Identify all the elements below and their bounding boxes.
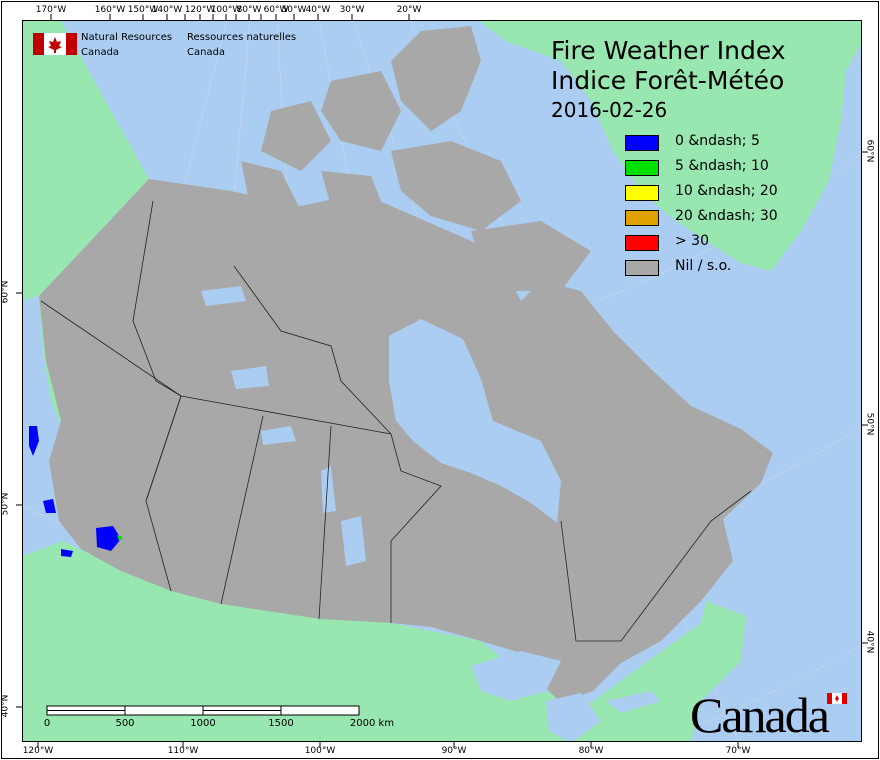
bottom-tick-label: 110°W [167, 746, 199, 756]
bottom-tick-label: 80°W [578, 746, 604, 756]
legend-label: 10 &ndash; 20 [675, 183, 778, 199]
map-date: 2016-02-26 [551, 98, 668, 122]
legend-swatch [625, 235, 659, 251]
top-tick-label: 120°W [184, 5, 216, 15]
greenland [479, 21, 861, 271]
bottom-tick-label: 120°W [22, 746, 54, 756]
top-tick-label: 170°W [35, 5, 67, 15]
legend-label: 0 &ndash; 5 [675, 133, 760, 149]
map-title: Fire Weather Index Indice Forêt-Météo [551, 36, 786, 96]
canada-wordmark: Canada [690, 687, 830, 743]
top-tick-label: 160°W [94, 5, 126, 15]
legend-label: 5 &ndash; 10 [675, 158, 769, 174]
top-tick-label: 20°W [396, 5, 422, 15]
dept-en-line2: Canada [81, 47, 120, 58]
hudson-bay [389, 319, 561, 523]
alaska [23, 21, 149, 301]
top-tick-label: 100°W [210, 5, 242, 15]
dept-fr-line1: Ressources naturelles [187, 32, 297, 43]
scale-label: 0 [43, 718, 51, 729]
top-tick-label: 80°W [236, 5, 262, 15]
top-tick-label: 140°W [151, 5, 183, 15]
top-tick-label: 30°W [339, 5, 365, 15]
legend-swatch [625, 260, 659, 276]
canada-mainland [39, 179, 773, 703]
legend-swatch [625, 135, 659, 151]
fwi-0-5-areas [29, 426, 121, 557]
top-tick-label: 60°W [263, 5, 289, 15]
bottom-tick-label: 70°W [725, 746, 751, 756]
fwi-5-10-area [117, 535, 123, 541]
inland-lakes [201, 286, 366, 566]
legend-label: > 30 [675, 233, 709, 249]
canada-flag-icon [33, 33, 77, 55]
arctic-islands [241, 26, 591, 291]
department-name-en: Natural Resources Canada [81, 30, 172, 60]
map-graphic [23, 21, 861, 741]
bottom-tick-label: 90°W [441, 746, 467, 756]
scale-label: 1000 [190, 718, 216, 729]
great-lakes [471, 651, 661, 741]
wordmark-flag-icon [827, 693, 847, 704]
map-canvas [22, 20, 862, 742]
legend-label: Nil / s.o. [675, 258, 732, 274]
dept-en-line1: Natural Resources [81, 32, 173, 43]
scale-label: 500 [115, 718, 135, 729]
bottom-tick-label: 100°W [304, 746, 336, 756]
title-en: Fire Weather Index [551, 36, 786, 65]
department-name-fr: Ressources naturelles Canada [187, 30, 296, 60]
title-fr: Indice Forêt-Météo [551, 66, 785, 95]
top-tick-label: 40°W [305, 5, 331, 15]
dept-fr-line2: Canada [187, 47, 226, 58]
legend-swatch [625, 160, 659, 176]
legend-swatch [625, 185, 659, 201]
scale-label: 1500 [268, 718, 294, 729]
united-states [23, 541, 746, 741]
top-tick-label: 150°W [127, 5, 159, 15]
top-tick-label: 50°W [281, 5, 307, 15]
provincial-boundaries [40, 200, 752, 642]
scale-label: 2000 km [349, 718, 395, 729]
legend-swatch [625, 210, 659, 226]
legend-label: 20 &ndash; 30 [675, 208, 778, 224]
scale-bar [46, 705, 360, 716]
